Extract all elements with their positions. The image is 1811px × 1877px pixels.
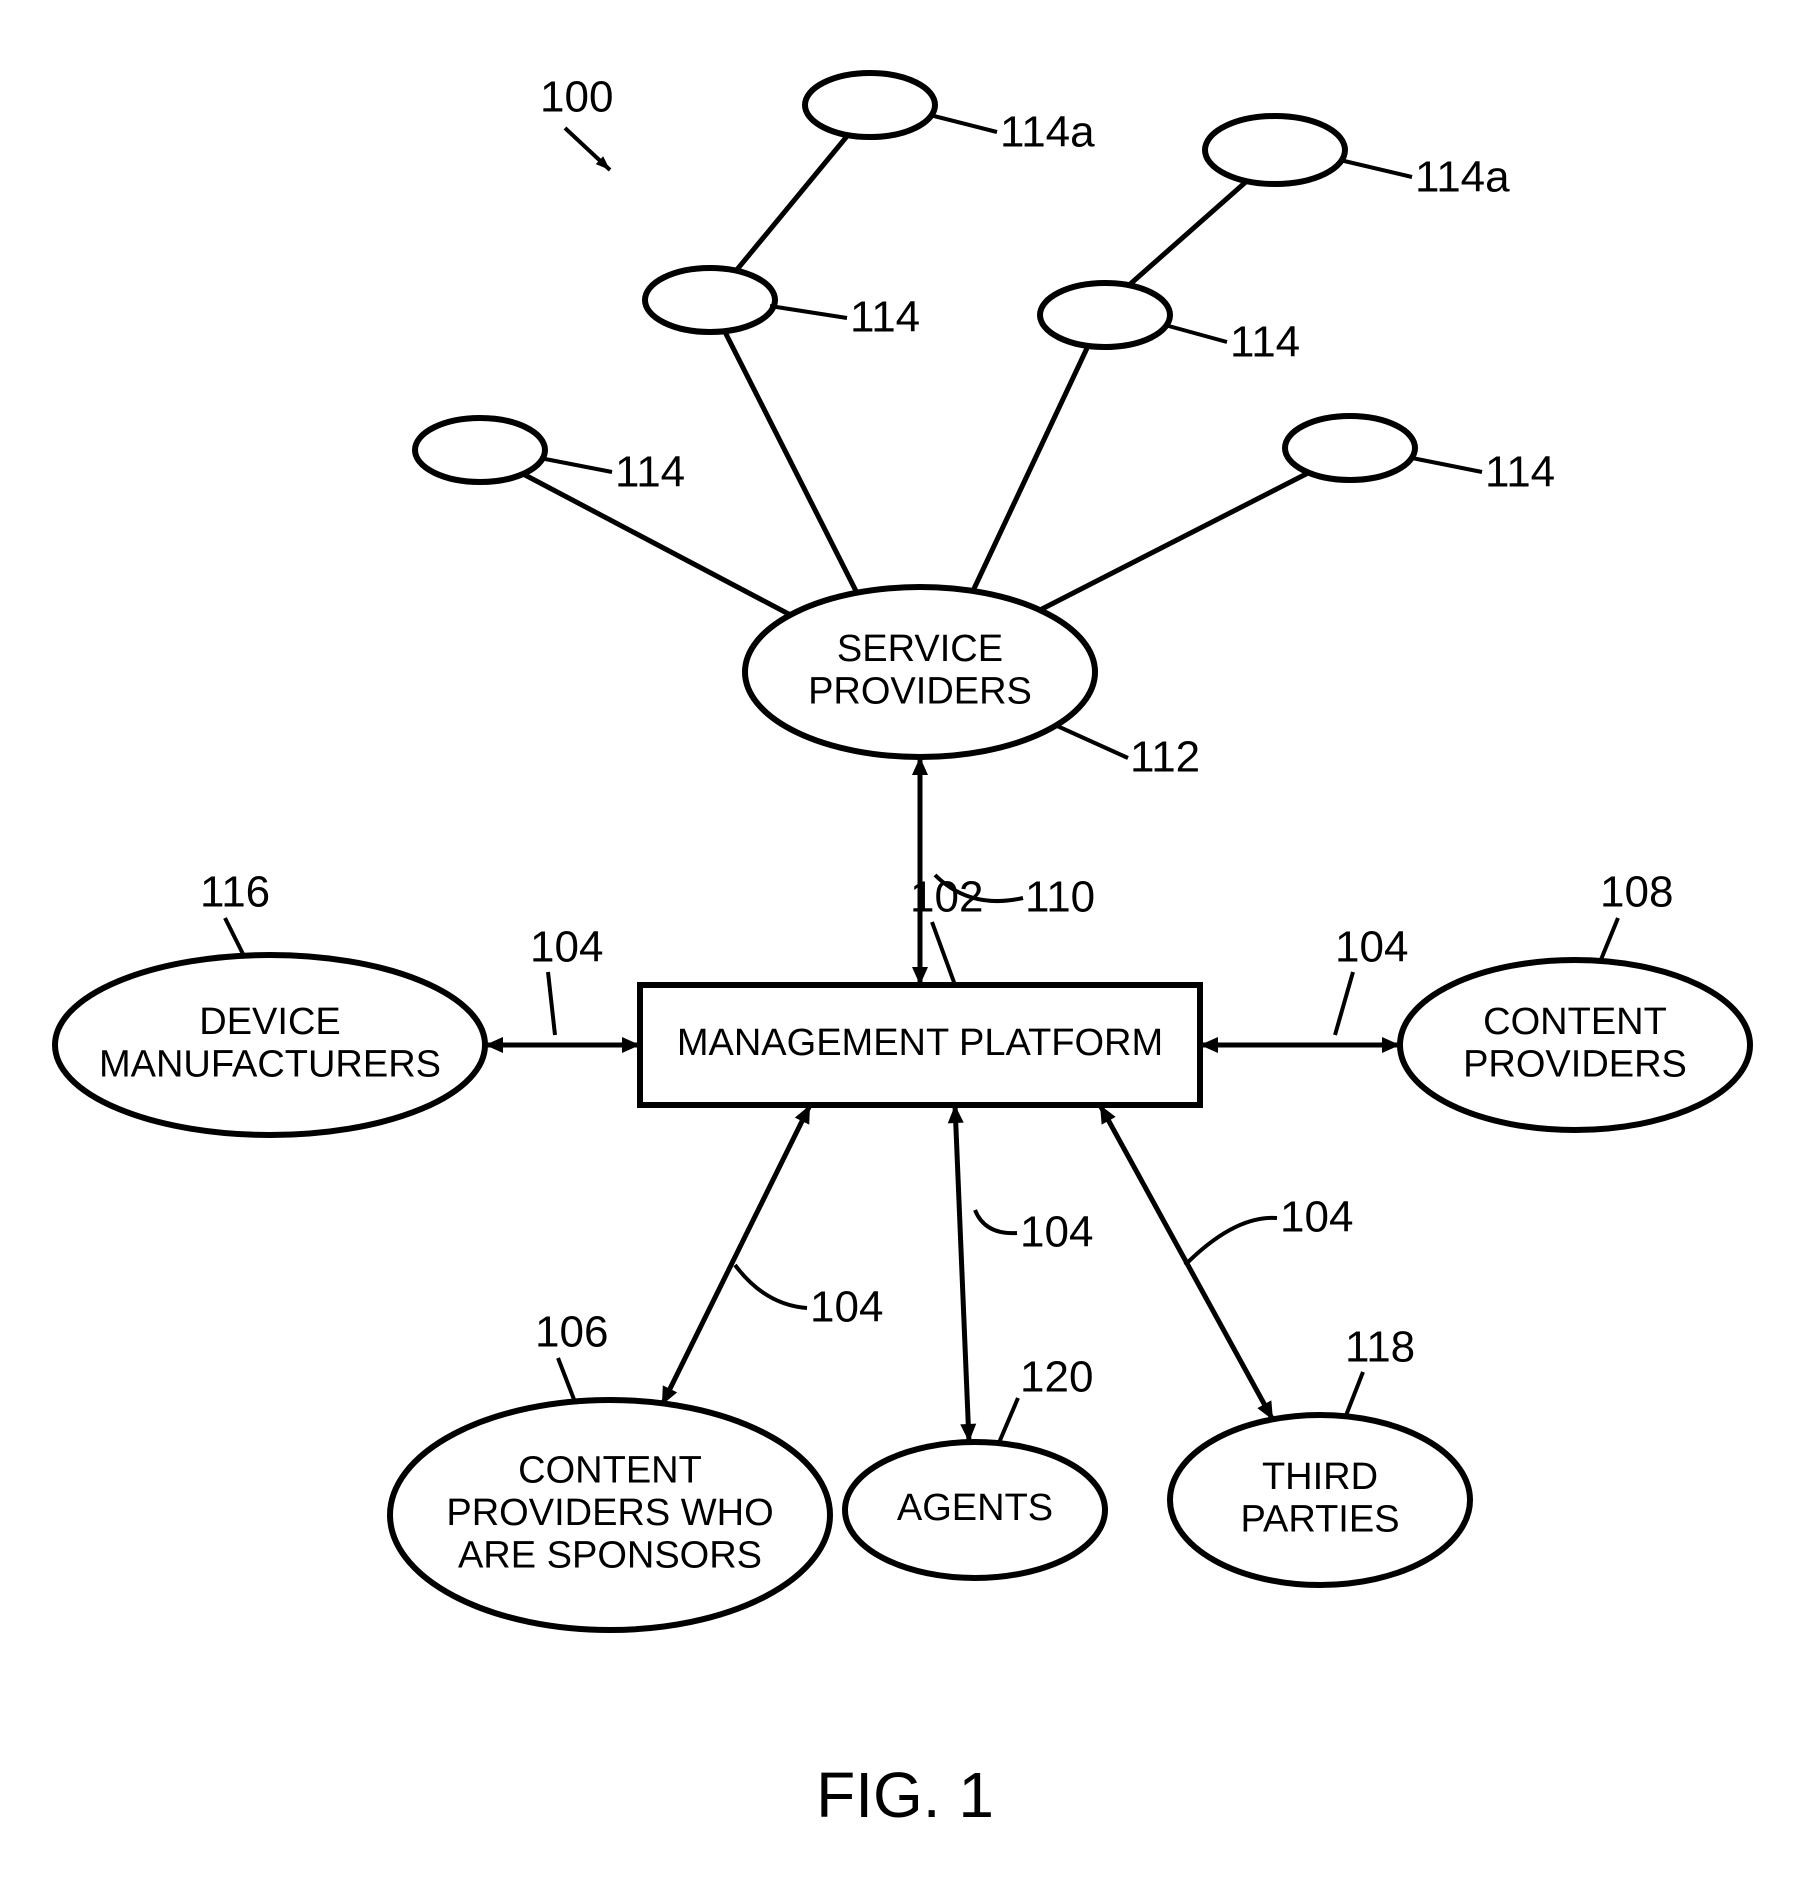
ref-number: 114 bbox=[615, 448, 685, 497]
node-content_sponsors: CONTENTPROVIDERS WHOARE SPONSORS bbox=[390, 1400, 830, 1630]
ref-number: 112 bbox=[1130, 733, 1200, 782]
ref-leader bbox=[225, 918, 245, 958]
node-label: MANAGEMENT PLATFORM bbox=[677, 1022, 1163, 1064]
ref-number: 120 bbox=[1020, 1353, 1093, 1402]
ref-number-overall: 100 bbox=[540, 73, 613, 122]
edge bbox=[525, 475, 800, 620]
ref-number: 114 bbox=[1230, 318, 1300, 367]
node-label: THIRD bbox=[1262, 1456, 1378, 1498]
ref-number: 114 bbox=[1485, 448, 1555, 497]
node-label: PROVIDERS bbox=[1463, 1043, 1687, 1085]
node-platform: MANAGEMENT PLATFORM bbox=[640, 985, 1200, 1105]
ref-leader bbox=[1412, 458, 1482, 472]
node-content_providers: CONTENTPROVIDERS bbox=[1400, 960, 1750, 1130]
ref-number: 104 bbox=[530, 923, 603, 972]
node-label: SERVICE bbox=[837, 628, 1003, 670]
node-label: PROVIDERS WHO bbox=[446, 1492, 773, 1534]
edge bbox=[735, 135, 848, 272]
ref-leader bbox=[770, 306, 847, 318]
ref-leader bbox=[1600, 918, 1618, 962]
node-label: DEVICE bbox=[199, 1001, 340, 1043]
ref-number: 106 bbox=[535, 1308, 608, 1357]
ref-number: 114a bbox=[1415, 153, 1510, 202]
ref-leader bbox=[975, 1210, 1017, 1233]
ref-leader bbox=[735, 1265, 807, 1308]
ref-number: 114a bbox=[1000, 108, 1095, 157]
ref-leader bbox=[1185, 1218, 1277, 1265]
node-label: CONTENT bbox=[1483, 1001, 1667, 1043]
ref-leader bbox=[1165, 325, 1227, 342]
node-sp_small_2 bbox=[645, 268, 775, 332]
edge bbox=[1040, 472, 1310, 610]
ref-arrow bbox=[565, 128, 610, 170]
ref-leader bbox=[1055, 725, 1128, 758]
figure-label: FIG. 1 bbox=[816, 1759, 994, 1831]
node-device_mfr: DEVICEMANUFACTURERS bbox=[55, 955, 485, 1135]
ref-leader bbox=[1340, 160, 1412, 177]
ref-number: 104 bbox=[810, 1283, 883, 1332]
ref-number: 118 bbox=[1345, 1323, 1415, 1372]
node-service_providers: SERVICEPROVIDERS bbox=[745, 587, 1095, 757]
node-sp_small_1 bbox=[415, 418, 545, 482]
ref-number: 108 bbox=[1600, 868, 1673, 917]
ref-leader bbox=[1335, 972, 1353, 1035]
ref-number: 104 bbox=[1280, 1193, 1353, 1242]
node-label: MANUFACTURERS bbox=[99, 1043, 441, 1085]
edge bbox=[662, 1105, 810, 1405]
ref-leader bbox=[930, 115, 997, 132]
node-agents: AGENTS bbox=[845, 1442, 1105, 1578]
node-label: ARE SPONSORS bbox=[458, 1535, 762, 1577]
ref-number: 104 bbox=[1335, 923, 1408, 972]
node-third_parties: THIRDPARTIES bbox=[1170, 1415, 1470, 1585]
edge bbox=[725, 332, 858, 595]
ref-leader bbox=[932, 922, 955, 985]
ref-number: 110 bbox=[1025, 873, 1095, 922]
ref-leader bbox=[558, 1358, 575, 1402]
node-label: CONTENT bbox=[518, 1449, 702, 1491]
ref-leader bbox=[540, 458, 612, 472]
node-sp_small_3a bbox=[1205, 116, 1345, 184]
node-sp_small_3 bbox=[1040, 283, 1170, 347]
node-label: PARTIES bbox=[1240, 1498, 1399, 1540]
edge bbox=[972, 346, 1088, 593]
edge bbox=[1128, 180, 1248, 286]
node-label: PROVIDERS bbox=[808, 670, 1032, 712]
node-sp_small_2a bbox=[805, 73, 935, 137]
ref-number: 102 bbox=[910, 873, 983, 922]
ref-leader bbox=[1345, 1372, 1363, 1418]
ref-number: 104 bbox=[1020, 1208, 1093, 1257]
ref-number: 116 bbox=[200, 868, 270, 917]
ref-number: 114 bbox=[850, 293, 920, 342]
node-sp_small_4 bbox=[1285, 416, 1415, 480]
ref-leader bbox=[998, 1398, 1018, 1445]
edge bbox=[955, 1105, 969, 1442]
node-label: AGENTS bbox=[897, 1487, 1053, 1529]
ref-leader bbox=[548, 972, 555, 1035]
